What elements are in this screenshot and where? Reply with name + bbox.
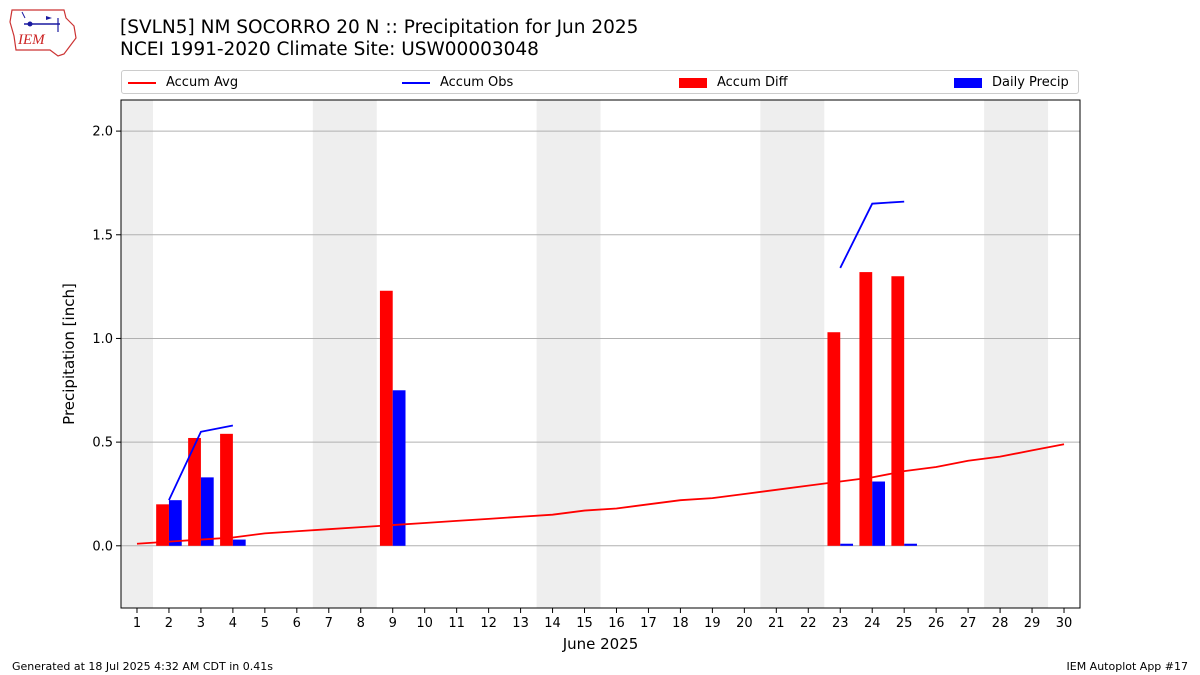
legend-label-accum-avg: Accum Avg bbox=[166, 75, 239, 90]
y-axis-ticks: 0.0 0.5 1.0 1.5 2.0 bbox=[92, 125, 121, 554]
accum-diff-bar-4 bbox=[220, 433, 233, 546]
x-tick-label-23: 24 bbox=[864, 616, 881, 631]
weekend-band-1 bbox=[312, 100, 377, 608]
x-tick-label-18: 19 bbox=[704, 616, 721, 631]
x-tick-label-2: 3 bbox=[197, 616, 205, 631]
x-tick-label-12: 13 bbox=[512, 616, 529, 631]
chart-subtitle: NCEI 1991-2020 Climate Site: USW00003048 bbox=[120, 39, 539, 60]
plot-frame bbox=[120, 99, 1081, 609]
lines bbox=[136, 200, 1065, 545]
y-tick-label-0: 0.0 bbox=[92, 539, 113, 554]
x-tick-label-14: 15 bbox=[576, 616, 593, 631]
daily-precip-bar-9 bbox=[392, 390, 406, 546]
legend-swatch-daily-precip bbox=[954, 77, 982, 88]
x-tick-label-20: 21 bbox=[768, 616, 785, 631]
accum-obs-line-0 bbox=[168, 424, 234, 501]
legend-swatch-accum-avg bbox=[128, 81, 156, 84]
accum-diff-bar-3 bbox=[188, 437, 201, 546]
footer-generated: Generated at 18 Jul 2025 4:32 AM CDT in … bbox=[12, 660, 273, 673]
accum-diff-bar-23 bbox=[827, 332, 841, 546]
x-tick-label-28: 29 bbox=[1024, 616, 1041, 631]
x-tick-label-3: 4 bbox=[229, 616, 237, 631]
weekend-band-3 bbox=[760, 100, 825, 608]
daily-precip-bar-24 bbox=[872, 481, 886, 546]
iem-logo: IEM bbox=[9, 9, 77, 57]
x-tick-label-10: 11 bbox=[448, 616, 465, 631]
x-tick-label-8: 9 bbox=[389, 616, 397, 631]
x-tick-label-24: 25 bbox=[896, 616, 913, 631]
accum-diff-bar-9 bbox=[379, 290, 393, 546]
bars bbox=[156, 272, 917, 546]
daily-precip-bar-23 bbox=[840, 543, 854, 546]
x-tick-label-26: 27 bbox=[960, 616, 977, 631]
legend-swatch-accum-diff bbox=[679, 77, 707, 88]
y-axis-label: Precipitation [inch] bbox=[60, 283, 78, 425]
weekend-shading bbox=[121, 100, 1049, 608]
gridlines bbox=[121, 130, 1080, 547]
weekend-band-2 bbox=[536, 100, 601, 608]
legend-swatch-accum-obs bbox=[402, 81, 430, 84]
daily-precip-bar-2 bbox=[168, 500, 182, 546]
accum-diff-bar-24 bbox=[859, 272, 873, 546]
accum-avg-line-0 bbox=[136, 443, 1065, 545]
legend-label-daily-precip: Daily Precip bbox=[992, 75, 1069, 90]
x-tick-label-15: 16 bbox=[608, 616, 625, 631]
x-tick-label-27: 28 bbox=[992, 616, 1009, 631]
x-tick-label-25: 26 bbox=[928, 616, 945, 631]
x-tick-label-13: 14 bbox=[544, 616, 561, 631]
legend-item-accum-obs: Accum Obs bbox=[402, 74, 513, 92]
weekend-band-4 bbox=[984, 100, 1049, 608]
x-tick-label-0: 1 bbox=[133, 616, 141, 631]
x-tick-label-19: 20 bbox=[736, 616, 753, 631]
accum-diff-bar-2 bbox=[156, 504, 169, 546]
x-tick-label-21: 22 bbox=[800, 616, 817, 631]
x-tick-label-4: 5 bbox=[261, 616, 269, 631]
x-axis-ticks: 1 2 3 4 5 6 7 8 9 10 11 12 13 14 15 16 17 18 19 20 21 22 23 24 2… bbox=[133, 608, 1072, 631]
logo-text: IEM bbox=[17, 32, 46, 48]
legend: Accum Avg Accum Obs Accum Diff Daily Pre… bbox=[121, 70, 1079, 94]
legend-label-accum-obs: Accum Obs bbox=[440, 75, 514, 90]
footer-app: IEM Autoplot App #17 bbox=[1066, 660, 1189, 673]
x-tick-label-29: 30 bbox=[1056, 616, 1073, 631]
x-tick-label-6: 7 bbox=[325, 616, 333, 631]
y-tick-label-2: 1.0 bbox=[92, 332, 113, 347]
daily-precip-bar-4 bbox=[232, 539, 246, 546]
x-tick-label-11: 12 bbox=[480, 616, 497, 631]
y-tick-label-3: 1.5 bbox=[92, 228, 113, 243]
x-tick-label-7: 8 bbox=[357, 616, 365, 631]
accum-obs-line-1 bbox=[839, 200, 905, 269]
weekend-band-0 bbox=[121, 100, 153, 608]
y-tick-label-4: 2.0 bbox=[92, 125, 113, 140]
x-tick-label-5: 6 bbox=[293, 616, 301, 631]
x-tick-label-1: 2 bbox=[165, 616, 173, 631]
y-tick-label-1: 0.5 bbox=[92, 436, 113, 451]
x-tick-label-9: 10 bbox=[416, 616, 433, 631]
x-tick-label-22: 23 bbox=[832, 616, 849, 631]
legend-label-accum-diff: Accum Diff bbox=[717, 75, 788, 90]
x-axis-label: June 2025 bbox=[562, 635, 639, 653]
chart-title: [SVLN5] NM SOCORRO 20 N :: Precipitation… bbox=[120, 17, 639, 38]
legend-item-accum-avg: Accum Avg bbox=[128, 74, 238, 92]
legend-item-daily-precip: Daily Precip bbox=[954, 74, 1069, 92]
accum-diff-bar-25 bbox=[891, 276, 905, 546]
x-tick-label-16: 17 bbox=[640, 616, 657, 631]
daily-precip-bar-25 bbox=[904, 543, 917, 546]
x-tick-label-17: 18 bbox=[672, 616, 689, 631]
legend-item-accum-diff: Accum Diff bbox=[679, 74, 788, 92]
daily-precip-bar-3 bbox=[200, 477, 214, 546]
